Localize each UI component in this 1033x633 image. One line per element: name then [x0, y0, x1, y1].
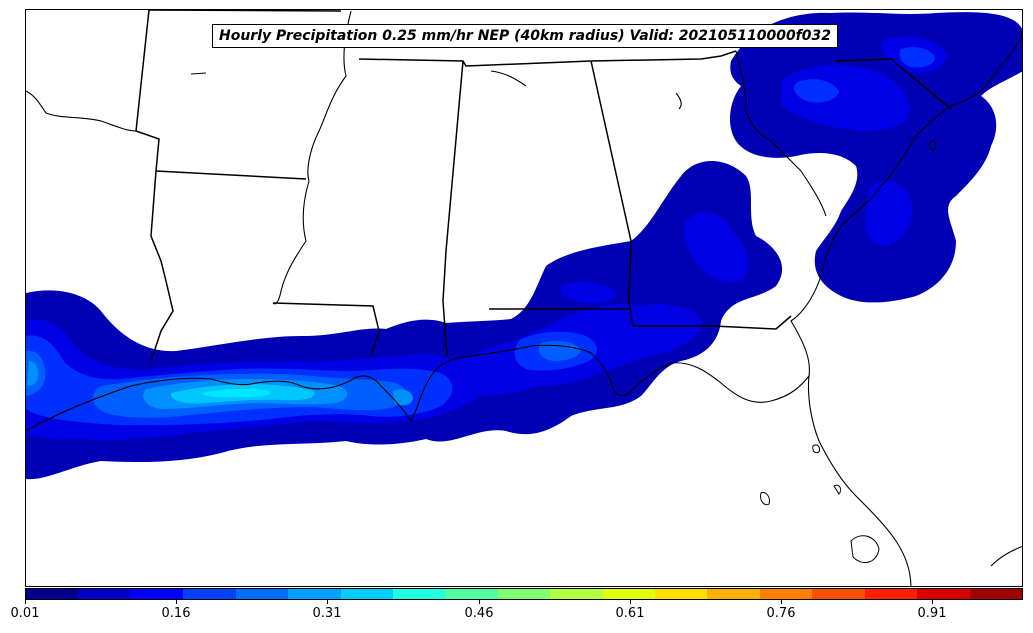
colorbar-segment: [497, 589, 551, 599]
colorbar-tick: [479, 600, 480, 604]
colorbar-tick-label: 0.31: [312, 606, 342, 621]
precipitation-map: [26, 10, 1022, 586]
coastlines: [26, 10, 1022, 586]
colorbar-segment: [288, 589, 341, 599]
colorbar-segment: [759, 589, 813, 599]
colorbar-segment: [602, 589, 656, 599]
map-title: Hourly Precipitation 0.25 mm/hr NEP (40k…: [212, 24, 839, 48]
colorbar-tick: [781, 600, 782, 604]
colorbar-tick: [327, 600, 328, 604]
colorbar-segment: [655, 589, 708, 599]
colorbar-segment: [26, 589, 79, 599]
colorbar-tick: [630, 600, 631, 604]
colorbar-tick: [25, 600, 26, 604]
colorbar-segment: [130, 589, 184, 599]
colorbar-tick-label: 0.91: [917, 606, 947, 621]
colorbar-segment: [445, 589, 498, 599]
colorbar-segment: [340, 589, 393, 599]
islands: [760, 140, 937, 564]
colorbar-tick-label: 0.01: [10, 606, 40, 621]
colorbar-segment: [78, 589, 131, 599]
colorbar-segment: [183, 589, 236, 599]
colorbar-tick: [176, 600, 177, 604]
map-panel: Hourly Precipitation 0.25 mm/hr NEP (40k…: [25, 9, 1023, 587]
colorbar-segment: [917, 589, 970, 599]
colorbar-tick: [932, 600, 933, 604]
colorbar-segment: [707, 589, 760, 599]
colorbar: [25, 588, 1023, 600]
precip-field-cyan-core: [201, 389, 270, 398]
colorbar-segment: [392, 589, 446, 599]
colorbar-tick-label: 0.76: [766, 606, 796, 621]
colorbar-tick-label: 0.16: [161, 606, 191, 621]
state-borders: [135, 10, 952, 362]
colorbar-segment: [235, 589, 289, 599]
colorbar-segment: [550, 589, 603, 599]
colorbar-tick-label: 0.61: [615, 606, 645, 621]
colorbar-segment: [864, 589, 918, 599]
colorbar-segment: [812, 589, 865, 599]
colorbar-segment: [969, 589, 1023, 599]
colorbar-tick-label: 0.46: [464, 606, 494, 621]
